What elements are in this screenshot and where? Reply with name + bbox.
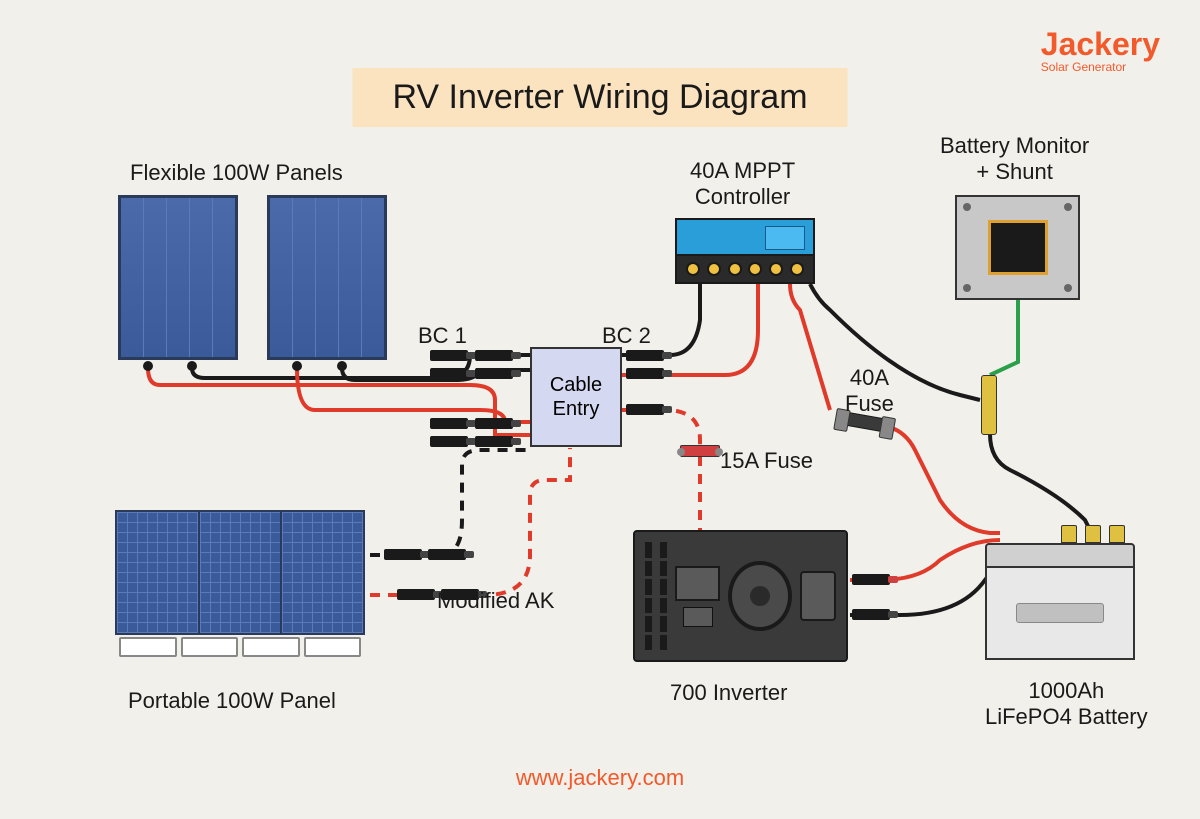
connector-icon — [475, 418, 513, 429]
connector-icon — [626, 368, 664, 379]
title-banner: RV Inverter Wiring Diagram — [352, 68, 847, 127]
cable-entry-box: Cable Entry — [530, 347, 622, 447]
connector-icon — [852, 574, 890, 585]
label-inverter: 700 Inverter — [670, 680, 787, 706]
battery-monitor — [955, 195, 1080, 300]
connector-icon — [397, 589, 435, 600]
label-portable-panel: Portable 100W Panel — [128, 688, 336, 714]
label-modified-ak: Modified AK — [437, 588, 554, 614]
connector-icon — [428, 549, 466, 560]
fuse-15a — [680, 445, 720, 457]
connector-icon — [430, 368, 468, 379]
label-fuse40: 40AFuse — [845, 365, 894, 417]
lifepo4-battery — [985, 525, 1135, 660]
connector-icon — [626, 404, 664, 415]
brand-logo: Jackery Solar Generator — [1041, 28, 1160, 74]
connector-icon — [852, 609, 890, 620]
footer-url: www.jackery.com — [516, 765, 684, 791]
cable-entry-label: Cable Entry — [532, 373, 620, 421]
connector-icon — [430, 350, 468, 361]
label-bc1: BC 1 — [418, 323, 467, 349]
label-bc2: BC 2 — [602, 323, 651, 349]
shunt — [981, 375, 997, 435]
label-battery: 1000AhLiFePO4 Battery — [985, 678, 1148, 730]
connector-icon — [475, 436, 513, 447]
inverter-700 — [633, 530, 848, 662]
page-title: RV Inverter Wiring Diagram — [392, 78, 807, 116]
flexible-panel-1 — [118, 195, 238, 360]
mppt-controller — [675, 218, 815, 284]
connector-icon — [626, 350, 664, 361]
connector-icon — [475, 350, 513, 361]
connector-icon — [475, 368, 513, 379]
brand-tagline: Solar Generator — [1041, 60, 1160, 74]
label-fuse15: 15A Fuse — [720, 448, 813, 474]
connector-icon — [430, 436, 468, 447]
label-mppt: 40A MPPTController — [690, 158, 795, 210]
brand-name: Jackery — [1041, 28, 1160, 60]
portable-panel — [115, 510, 365, 655]
connector-icon — [384, 549, 422, 560]
flexible-panel-2 — [267, 195, 387, 360]
label-flex-panels: Flexible 100W Panels — [130, 160, 343, 186]
connector-icon — [430, 418, 468, 429]
label-monitor: Battery Monitor+ Shunt — [940, 133, 1089, 185]
